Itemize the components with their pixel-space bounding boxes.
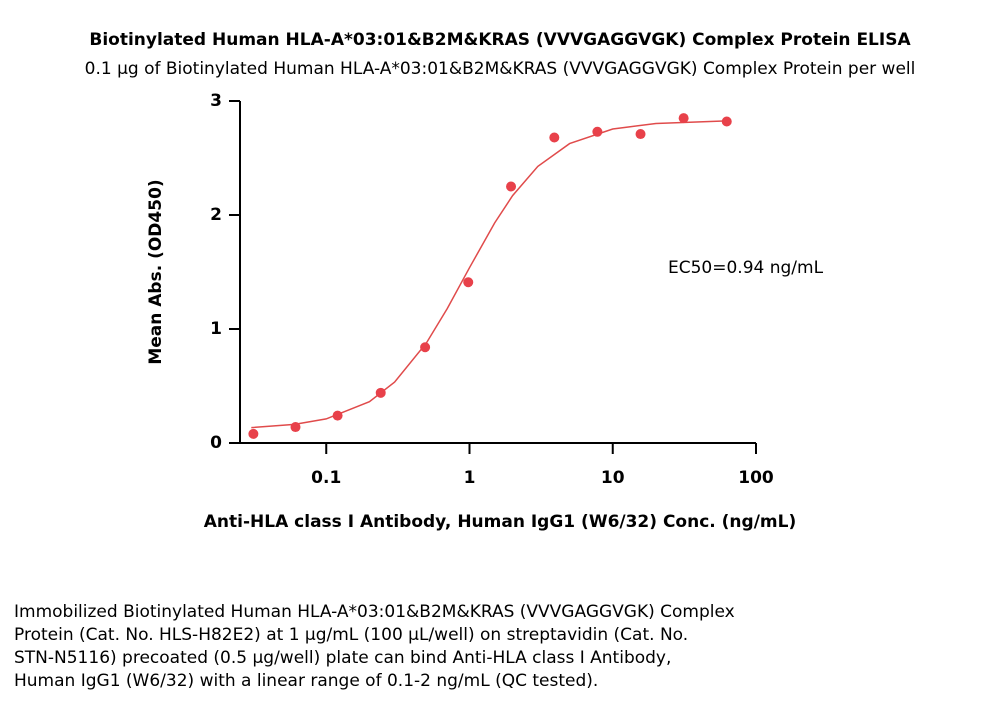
x-tick-label: 0.1 <box>311 468 341 488</box>
data-point <box>420 342 431 353</box>
data-point <box>635 129 646 140</box>
description-line: Immobilized Biotinylated Human HLA-A*03:… <box>14 602 735 622</box>
description-line: Protein (Cat. No. HLS-H82E2) at 1 μg/mL … <box>14 625 688 645</box>
data-point <box>332 410 343 421</box>
x-tick-label: 100 <box>738 468 774 488</box>
description-line: STN-N5116) precoated (0.5 μg/well) plate… <box>14 648 671 668</box>
annotation: EC50=0.94 ng/mL <box>668 258 824 278</box>
y-tick-label: 0 <box>210 433 222 453</box>
y-tick-label: 3 <box>210 91 222 111</box>
y-tick-label: 1 <box>210 319 222 339</box>
data-point <box>375 387 386 398</box>
x-tick-label: 1 <box>464 468 476 488</box>
data-point <box>248 428 259 439</box>
data-point <box>290 422 301 433</box>
chart-subtitle: 0.1 μg of Biotinylated Human HLA-A*03:01… <box>85 59 916 79</box>
x-tick-label: 10 <box>601 468 625 488</box>
y-axis-label: Mean Abs. (OD450) <box>146 179 166 364</box>
data-point <box>463 277 474 288</box>
data-point <box>678 113 689 124</box>
data-point <box>721 116 732 127</box>
y-tick-label: 2 <box>210 205 222 225</box>
chart-title: Biotinylated Human HLA-A*03:01&B2M&KRAS … <box>89 30 911 50</box>
fit-curve <box>251 120 727 429</box>
description-line: Human IgG1 (W6/32) with a linear range o… <box>14 671 598 691</box>
data-point <box>549 132 560 143</box>
data-point <box>592 126 603 137</box>
data-point <box>506 181 517 192</box>
x-axis-label: Anti-HLA class I Antibody, Human IgG1 (W… <box>204 512 796 532</box>
